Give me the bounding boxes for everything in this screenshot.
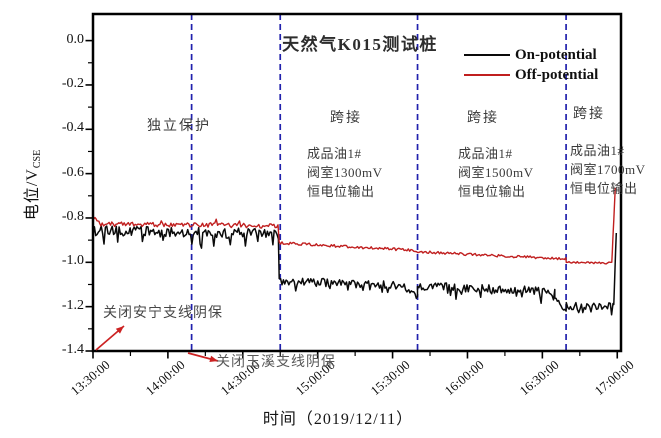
- legend: On-potential Off-potential: [464, 45, 598, 85]
- y-tick-label: -0.8: [61, 208, 84, 224]
- region-detail: 成品油1# 阀室1700mV 恒电位输出: [570, 141, 646, 198]
- series-off-potential: [92, 187, 616, 265]
- event-label: 关闭安宁支线阴保: [103, 306, 223, 321]
- chart-title: 天然气K015测试桩: [282, 35, 438, 54]
- region-detail-line: 阀室1300mV: [307, 165, 383, 180]
- region-detail-line: 阀室1700mV: [570, 162, 646, 177]
- plot-frame: [91, 12, 623, 353]
- region-label: 跨接: [330, 111, 362, 126]
- region-label: 跨接: [467, 111, 499, 126]
- y-tick-label: 0.0: [66, 31, 85, 47]
- axis-ticks: [85, 39, 619, 359]
- y-tick-label: -1.4: [61, 342, 84, 357]
- annotation-arrows: [95, 325, 219, 362]
- region-detail-line: 恒电位输出: [570, 181, 638, 196]
- legend-line-on-potential: [464, 54, 510, 56]
- region-detail: 成品油1# 阀室1500mV 恒电位输出: [458, 144, 534, 201]
- series-on-potential: [92, 225, 618, 316]
- y-tick-label: -0.4: [61, 120, 84, 136]
- x-axis-title: 时间（2019/12/11）: [262, 411, 414, 428]
- region-detail-line: 恒电位输出: [307, 184, 375, 199]
- region-detail-line: 成品油1#: [458, 146, 513, 161]
- region-detail-line: 恒电位输出: [458, 184, 526, 199]
- region-detail: 成品油1# 阀室1300mV 恒电位输出: [307, 144, 383, 201]
- region-label: 跨接: [573, 107, 605, 122]
- annotation-arrow-head: [209, 355, 218, 362]
- region-detail-line: 阀室1500mV: [458, 165, 534, 180]
- region-detail-line: 成品油1#: [570, 143, 625, 158]
- data-series: [92, 187, 618, 316]
- legend-label-on-potential: On-potential: [515, 46, 597, 63]
- y-tick-label: -1.0: [61, 253, 84, 269]
- legend-line-off-potential: [464, 74, 510, 76]
- region-label: 独立保护: [147, 119, 211, 134]
- legend-item-off-potential: Off-potential: [464, 65, 598, 85]
- y-tick-label: -0.2: [61, 75, 84, 91]
- annotation-arrow-head: [115, 326, 124, 334]
- y-tick-label: -0.6: [61, 164, 84, 180]
- y-tick-label: -1.2: [61, 297, 84, 313]
- event-label: 关闭玉溪支线阴保: [216, 355, 336, 370]
- region-detail-line: 成品油1#: [307, 146, 362, 161]
- legend-label-off-potential: Off-potential: [515, 66, 599, 83]
- legend-item-on-potential: On-potential: [464, 45, 598, 65]
